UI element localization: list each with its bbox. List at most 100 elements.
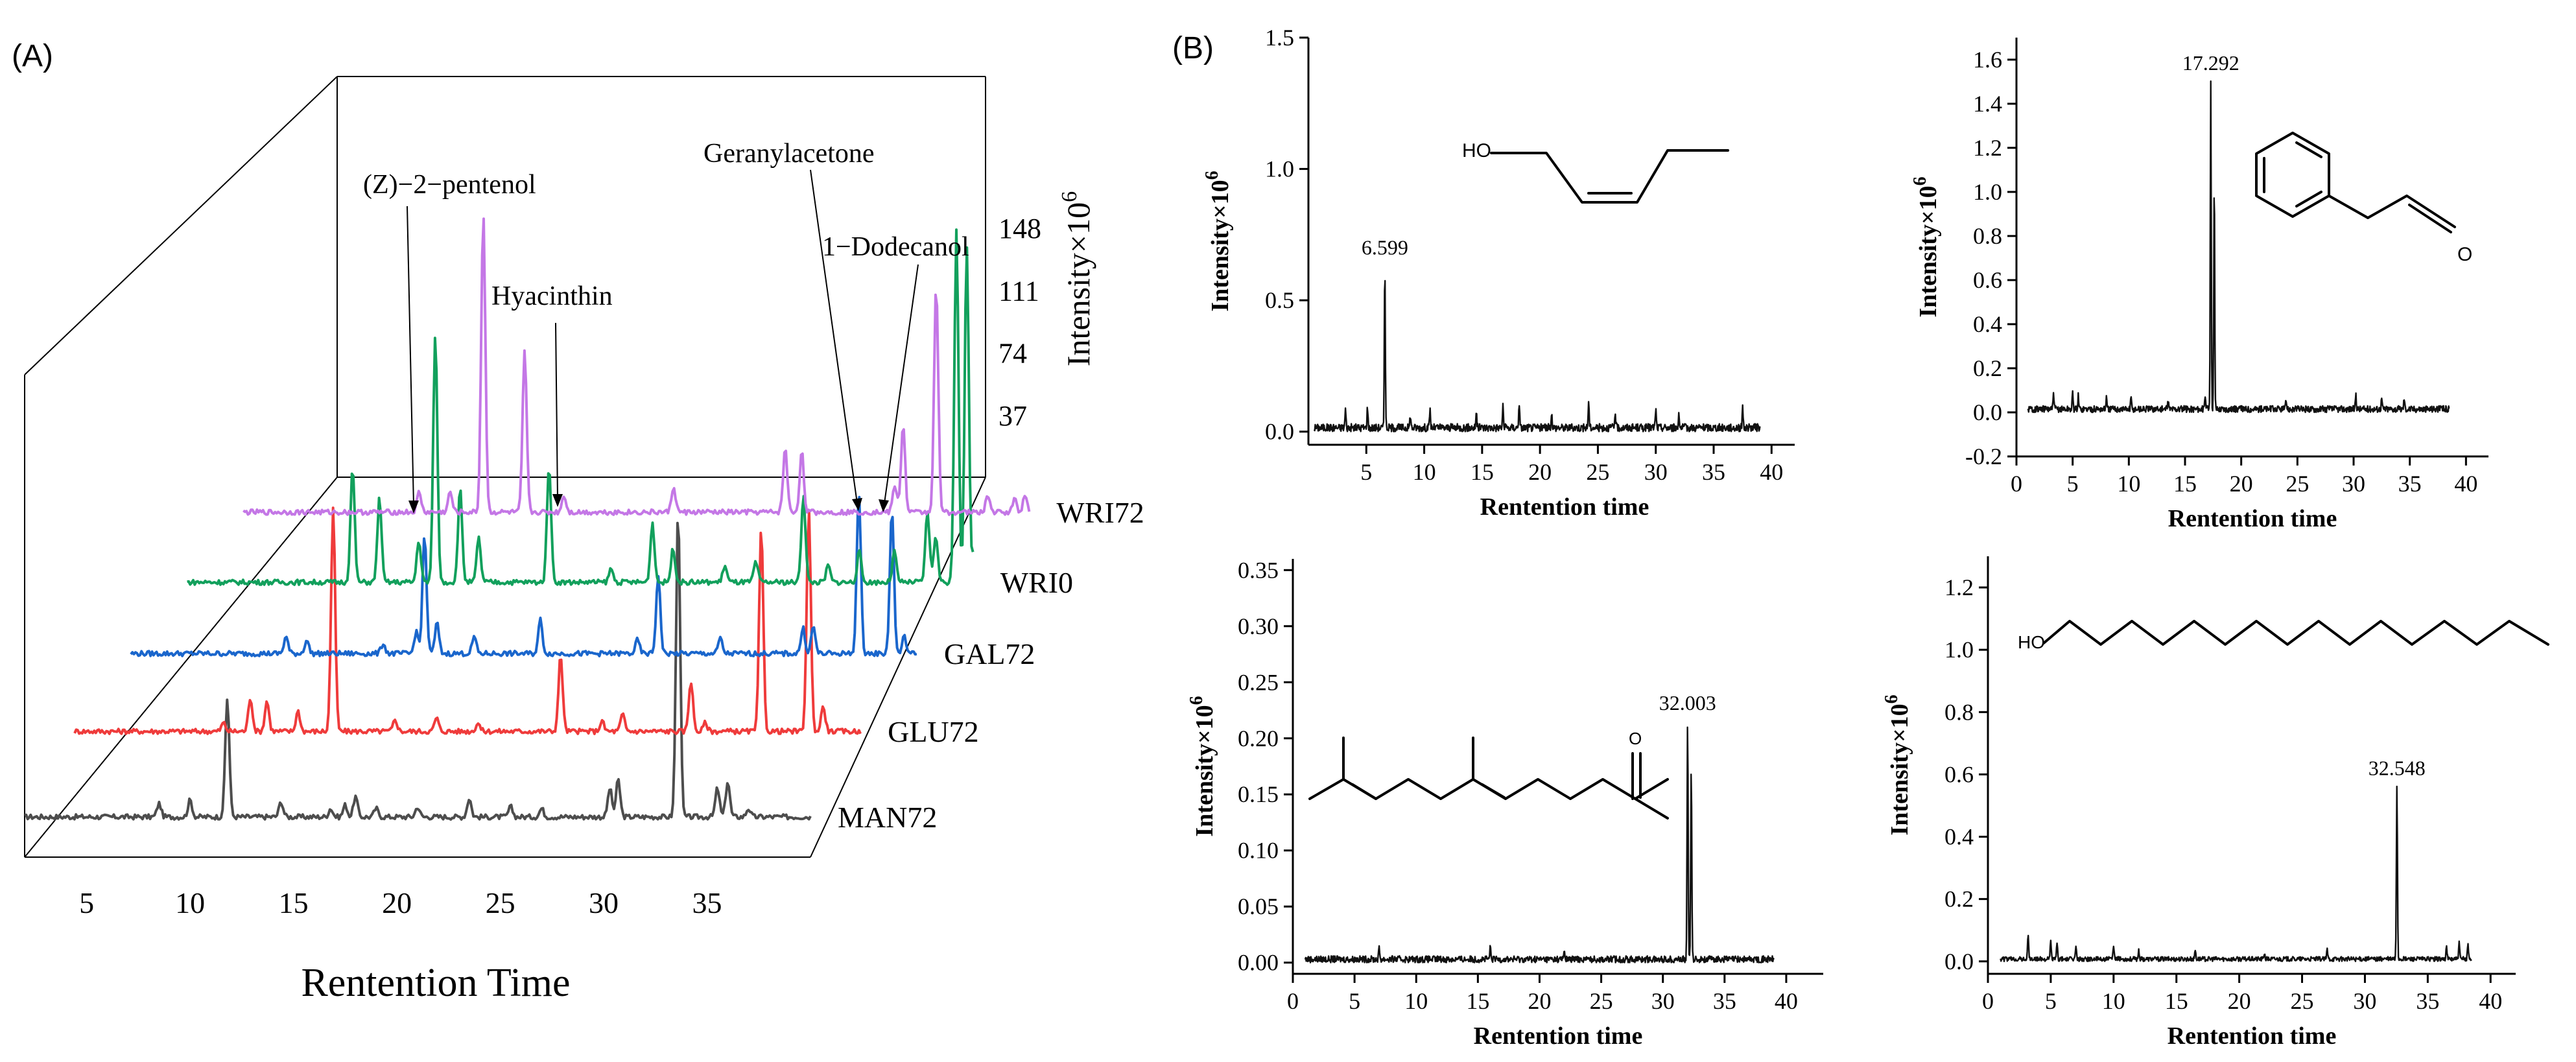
series-line-wri72	[242, 217, 1031, 516]
y-tick-label: 0.6	[1973, 267, 2002, 293]
x-axis-label: Rentention time	[1474, 1022, 1643, 1050]
panel-a-x-axis: 5 10 15 20 25 30 35	[79, 886, 722, 919]
arrow-head-icon	[852, 498, 862, 511]
arrow-head-icon	[879, 499, 889, 512]
x-tick-label: 15	[279, 886, 309, 919]
y-tick-label: 1.2	[1944, 574, 1974, 600]
y-tick-label: 1.2	[1973, 135, 2002, 161]
x-tick-label: 35	[1713, 988, 1736, 1014]
x-tick-label: 30	[1644, 459, 1668, 485]
y-tick-label: 1.0	[1944, 637, 1974, 663]
x-tick-label: 10	[2102, 988, 2125, 1014]
y-tick-label: 0.15	[1238, 781, 1279, 807]
x-axis-label: Rentention time	[2168, 505, 2337, 532]
x-tick-label: 15	[2173, 471, 2197, 497]
y-tick-label: 1.0	[1973, 179, 2002, 205]
peak-label: 32.003	[1659, 691, 1716, 714]
x-axis-label: Rentention time	[2168, 1022, 2337, 1050]
y-axis-label: Intensity×106	[1882, 694, 1913, 835]
chart-panel-b4: 0 5 10 15 20 25 30 35 40 0.0 0.2 0.4 0.6 0.8 1.0 1.2 Ren…	[1882, 556, 2516, 1050]
x-tick-label: 40	[1775, 988, 1798, 1014]
y-tick-label: 0.0	[1973, 399, 2002, 425]
x-tick-label: 35	[692, 886, 722, 919]
x-tick-label: 5	[79, 886, 94, 919]
y-tick-label: 0.2	[1973, 355, 2002, 381]
structure-phenylacetaldehyde: O	[2255, 132, 2472, 265]
panel-a-y-axis: 37 74 111 148	[998, 213, 1041, 432]
y-tick-label: 0.5	[1265, 287, 1294, 313]
x-tick-label: 20	[382, 886, 412, 919]
x-tick-label: 25	[2286, 471, 2309, 497]
series-line-glu72	[73, 506, 862, 735]
annotation-1-dodecanol: 1−Dodecanol	[822, 232, 969, 262]
x-tick-label: 20	[1528, 459, 1552, 485]
annotation-z-2-pentenol: (Z)−2−pentenol	[363, 170, 536, 200]
x-tick-label: 35	[2398, 471, 2422, 497]
y-tick-label: 0.8	[1944, 699, 1974, 725]
peak-label: 32.548	[2369, 757, 2426, 780]
y-tick-label: 0.20	[1238, 726, 1279, 751]
chromatogram-line	[1313, 279, 1761, 432]
structure-geranylacetone: O	[1308, 729, 1669, 820]
x-tick-label: 5	[2067, 471, 2079, 497]
y-tick-label: 0.10	[1238, 838, 1279, 864]
x-tick-label: 10	[1413, 459, 1436, 485]
y-tick-label: 0.6	[1944, 761, 1974, 787]
series-label-wri72: WRI72	[1056, 496, 1144, 529]
x-tick-label: 35	[2416, 988, 2439, 1014]
x-tick-label: 25	[1586, 459, 1609, 485]
x-tick-label: 35	[1702, 459, 1725, 485]
chromatogram-line	[1304, 726, 1775, 963]
structure-1-dodecanol: HO	[2018, 620, 2549, 652]
x-tick-label: 5	[1349, 988, 1360, 1014]
y-tick-label: 0.00	[1238, 950, 1279, 976]
panel-a-traces	[24, 217, 1031, 821]
y-tick-label: 0.0	[1265, 419, 1294, 445]
x-tick-label: 15	[1466, 988, 1489, 1014]
y-tick-label: -0.2	[1965, 443, 2002, 469]
hydroxyl-label: HO	[1462, 140, 1491, 161]
series-label-man72: MAN72	[838, 801, 937, 834]
y-tick-label: 37	[998, 400, 1027, 432]
chart-panel-b2: 0 5 10 15 20 25 30 35 40 -0.2 0.0 0.2 0.4 0.6 0.8 1.0 1.…	[1910, 38, 2488, 532]
structure-z-2-pentenol: HO	[1462, 140, 1729, 204]
y-axis-label: Intensity×106	[1910, 176, 1942, 317]
y-tick-label: 1.4	[1973, 91, 2002, 117]
x-tick-label: 40	[2454, 471, 2477, 497]
y-tick-label: 0.05	[1238, 893, 1279, 919]
x-tick-label: 0	[1287, 988, 1299, 1014]
panel-a-series-labels: MAN72 GLU72 GAL72 WRI0 WRI72	[838, 496, 1144, 834]
panel-b: 5 10 15 20 25 30 35 40 0.0 0.5 1.0 1.5 Rentention ti…	[1187, 25, 2516, 1050]
panel-a-y-axis-label: Intensity×106	[1058, 191, 1096, 366]
y-tick-label: 0.35	[1238, 557, 1279, 583]
x-tick-label: 15	[2165, 988, 2188, 1014]
chart-panel-b1: 5 10 15 20 25 30 35 40 0.0 0.5 1.0 1.5 Rentention ti…	[1202, 25, 1795, 521]
hydroxyl-label: HO	[2018, 632, 2045, 652]
series-label-wri0: WRI0	[1000, 566, 1073, 599]
x-tick-label: 10	[2117, 471, 2140, 497]
annotation-hyacinthin: Hyacinthin	[491, 281, 613, 311]
x-tick-label: 20	[1528, 988, 1551, 1014]
x-tick-label: 30	[2342, 471, 2365, 497]
arrow-head-icon	[408, 501, 419, 513]
x-tick-label: 40	[2479, 988, 2502, 1014]
x-tick-label: 30	[2353, 988, 2376, 1014]
x-tick-label: 25	[2291, 988, 2314, 1014]
y-tick-label: 1.6	[1973, 47, 2002, 73]
arrow-head-icon	[552, 494, 563, 507]
x-tick-label: 25	[1590, 988, 1613, 1014]
chart-panel-b3: 0 5 10 15 20 25 30 35 40 0.00 0.05 0.10 0.15 0.20 0.25…	[1187, 557, 1823, 1050]
series-label-glu72: GLU72	[888, 715, 979, 748]
x-tick-label: 30	[1651, 988, 1675, 1014]
y-tick-label: 111	[998, 275, 1039, 307]
x-tick-label: 40	[1760, 459, 1783, 485]
chromatogram-line	[2000, 785, 2472, 963]
series-label-gal72: GAL72	[944, 637, 1035, 670]
x-tick-label: 25	[486, 886, 515, 919]
x-tick-label: 20	[2230, 471, 2253, 497]
panel-a-frame	[24, 76, 986, 858]
x-tick-label: 5	[2045, 988, 2057, 1014]
y-tick-label: 0.4	[1973, 311, 2002, 337]
x-axis-label: Rentention time	[1480, 493, 1649, 521]
series-line-man72	[24, 521, 812, 821]
